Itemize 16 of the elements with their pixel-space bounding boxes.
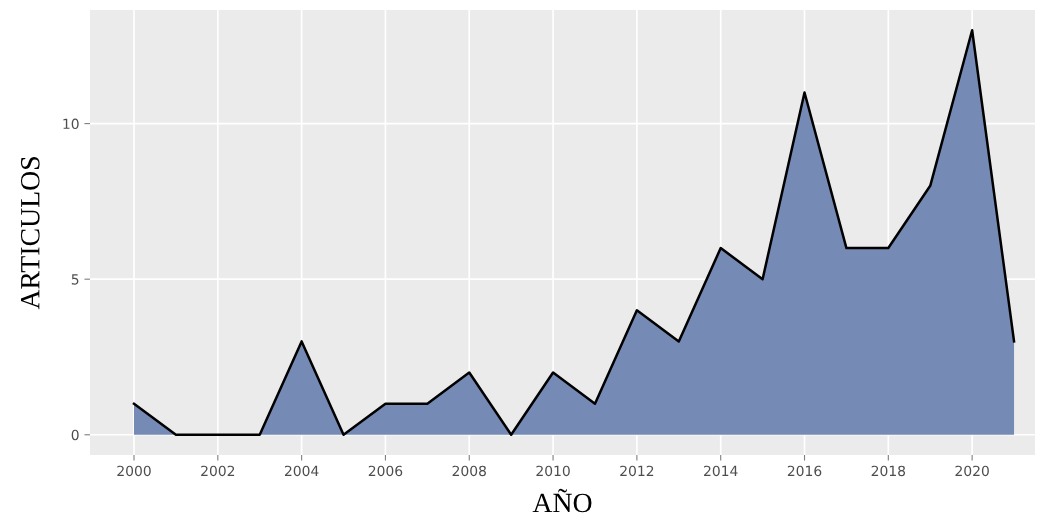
x-tick-label: 2006	[368, 465, 403, 477]
x-tick-label: 2010	[536, 465, 570, 477]
x-tick-label: 2002	[201, 465, 235, 477]
y-axis-title: ARTICULOS	[20, 157, 40, 310]
x-axis-title: AÑO	[532, 488, 592, 513]
x-tick-label: 2014	[704, 465, 738, 477]
x-tick-label: 2004	[284, 465, 319, 477]
x-tick-label: 2016	[787, 465, 822, 477]
x-tick-label: 2000	[117, 465, 151, 477]
x-tick-label: 2020	[955, 465, 989, 477]
y-tick-label: 5	[71, 274, 79, 285]
x-tick-label: 2008	[452, 465, 486, 477]
y-tick-label: 10	[63, 118, 79, 130]
y-tick-label: 0	[71, 429, 79, 441]
x-tick-label: 2018	[871, 465, 906, 477]
x-tick-label: 2012	[620, 465, 654, 477]
